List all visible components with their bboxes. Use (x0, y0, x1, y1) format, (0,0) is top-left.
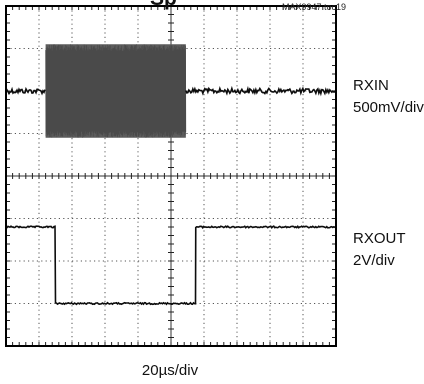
rxin-channel-label: RXIN (353, 77, 389, 94)
rxout-trace (5, 224, 337, 306)
rxout-scale-label: 2V/div (353, 252, 395, 269)
rxin-trace (5, 85, 337, 97)
plot-frame (5, 5, 337, 347)
figure-id: MAX9947 toc19 (282, 2, 347, 12)
rxout-channel-label: RXOUT (353, 230, 406, 247)
rxin-burst (45, 44, 187, 138)
x-axis-label: 20µs/div (141, 362, 199, 379)
burst-oscillation (45, 44, 187, 138)
chart-title: Sp (150, 0, 177, 11)
rxin-scale-label: 500mV/div (353, 99, 424, 116)
